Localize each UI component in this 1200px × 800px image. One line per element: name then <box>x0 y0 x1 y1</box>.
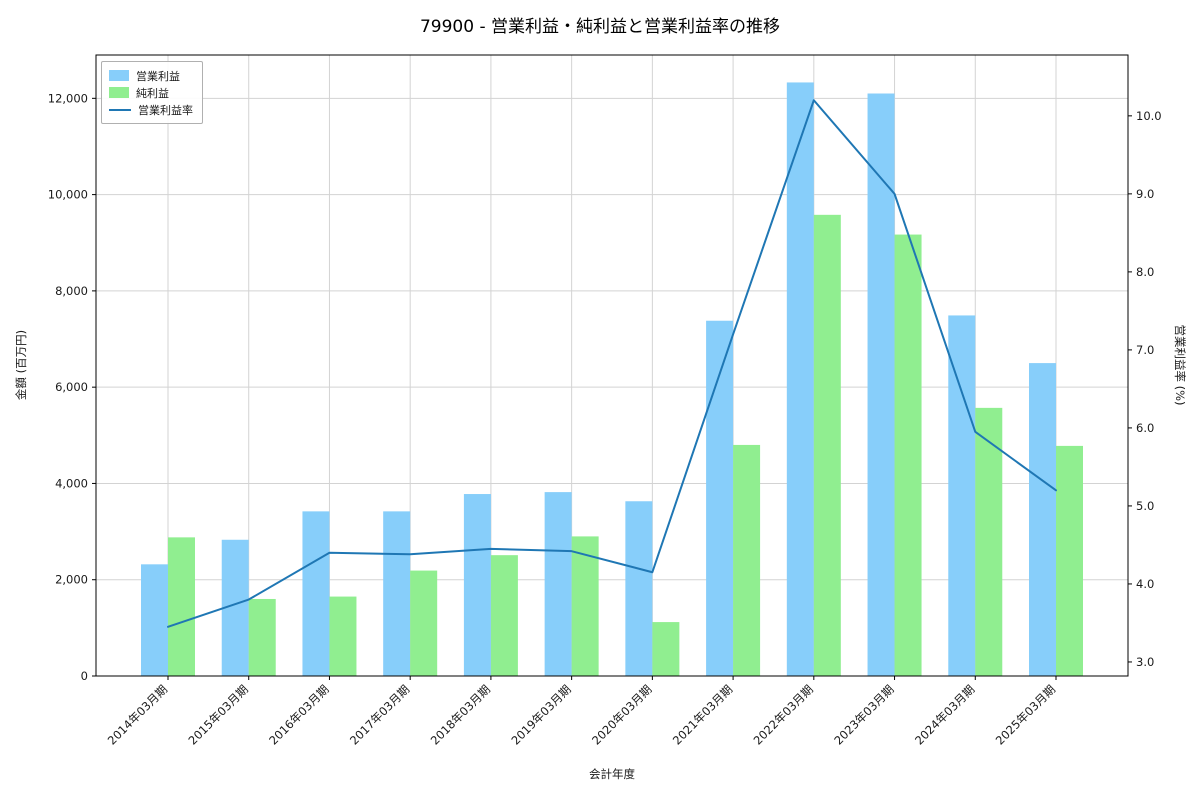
legend-item-net-profit: 純利益 <box>109 84 193 101</box>
bar-0-8 <box>786 82 814 677</box>
bar-0-6 <box>625 501 653 676</box>
bar-series <box>141 82 1083 677</box>
bar-0-3 <box>383 511 411 676</box>
chart-title: 79900 - 営業利益・純利益と営業利益率の推移 <box>419 17 781 37</box>
bar-1-8 <box>813 214 841 677</box>
y2-tick-label: 8.0 <box>1136 265 1154 279</box>
legend-item-operating-margin: 営業利益率 <box>109 101 193 118</box>
x-tick-label: 2021年03月期 <box>670 682 735 747</box>
right-y-axis-label: 営業利益率 (%) <box>1173 324 1187 406</box>
legend: 営業利益 純利益 営業利益率 <box>101 61 203 124</box>
y-tick-label: 0 <box>81 669 88 683</box>
y2-tick-label: 9.0 <box>1136 187 1154 201</box>
bar-1-0 <box>168 537 195 676</box>
y2-tick-label: 6.0 <box>1136 421 1154 435</box>
legend-label: 純利益 <box>136 86 169 100</box>
bar-1-9 <box>894 234 922 676</box>
y-tick-label: 12,000 <box>48 91 88 105</box>
left-y-axis-label: 金額 (百万円) <box>14 329 28 401</box>
bar-1-3 <box>410 570 438 676</box>
x-tick-label: 2023年03月期 <box>831 682 896 747</box>
x-tick-label: 2015年03月期 <box>186 682 251 747</box>
bar-0-7 <box>706 320 734 676</box>
bar-0-10 <box>948 315 976 676</box>
bar-0-5 <box>544 492 572 676</box>
legend-label: 営業利益 <box>136 69 180 83</box>
x-tick-label: 2018年03月期 <box>428 682 493 747</box>
legend-label: 営業利益率 <box>138 103 193 117</box>
bar-1-11 <box>1056 445 1083 676</box>
bar-1-1 <box>248 598 276 676</box>
x-tick-label: 2025年03月期 <box>993 682 1058 747</box>
operating-profit-swatch-icon <box>109 70 129 81</box>
bar-0-0 <box>141 564 168 676</box>
bar-0-11 <box>1029 363 1056 676</box>
bar-1-7 <box>733 444 761 676</box>
x-tick-label: 2020年03月期 <box>589 682 654 747</box>
y2-tick-label: 10.0 <box>1136 109 1162 123</box>
axes <box>92 54 1132 680</box>
x-tick-label: 2024年03月期 <box>912 682 977 747</box>
bar-1-5 <box>571 536 599 676</box>
bar-0-9 <box>867 93 895 677</box>
x-axis-label: 会計年度 <box>589 767 635 781</box>
bar-0-4 <box>463 494 491 676</box>
plot-border <box>95 54 1129 677</box>
x-tick-label: 2017年03月期 <box>347 682 412 747</box>
bar-0-2 <box>302 511 330 676</box>
bar-1-2 <box>329 596 357 676</box>
y-tick-label: 8,000 <box>55 284 88 298</box>
y2-tick-label: 7.0 <box>1136 343 1154 357</box>
line-series <box>167 99 1057 628</box>
y2-tick-label: 5.0 <box>1136 499 1154 513</box>
legend-item-operating-profit: 営業利益 <box>109 67 193 84</box>
bar-1-10 <box>975 407 1003 676</box>
x-tick-label: 2016年03月期 <box>266 682 331 747</box>
y-tick-label: 6,000 <box>55 380 88 394</box>
y2-tick-label: 3.0 <box>1136 655 1154 669</box>
x-tick-label: 2014年03月期 <box>105 682 170 747</box>
y-tick-label: 4,000 <box>55 476 88 490</box>
operating-margin-line <box>167 99 1057 628</box>
net-profit-swatch-icon <box>109 87 129 98</box>
y2-tick-label: 4.0 <box>1136 577 1154 591</box>
x-tick-label: 2019年03月期 <box>508 682 573 747</box>
y-tick-label: 2,000 <box>55 573 88 587</box>
x-tick-label: 2022年03月期 <box>751 682 816 747</box>
bar-1-6 <box>652 622 680 676</box>
operating-margin-line-swatch-icon <box>109 108 131 111</box>
bar-1-4 <box>490 555 518 676</box>
y-tick-label: 10,000 <box>48 188 88 202</box>
